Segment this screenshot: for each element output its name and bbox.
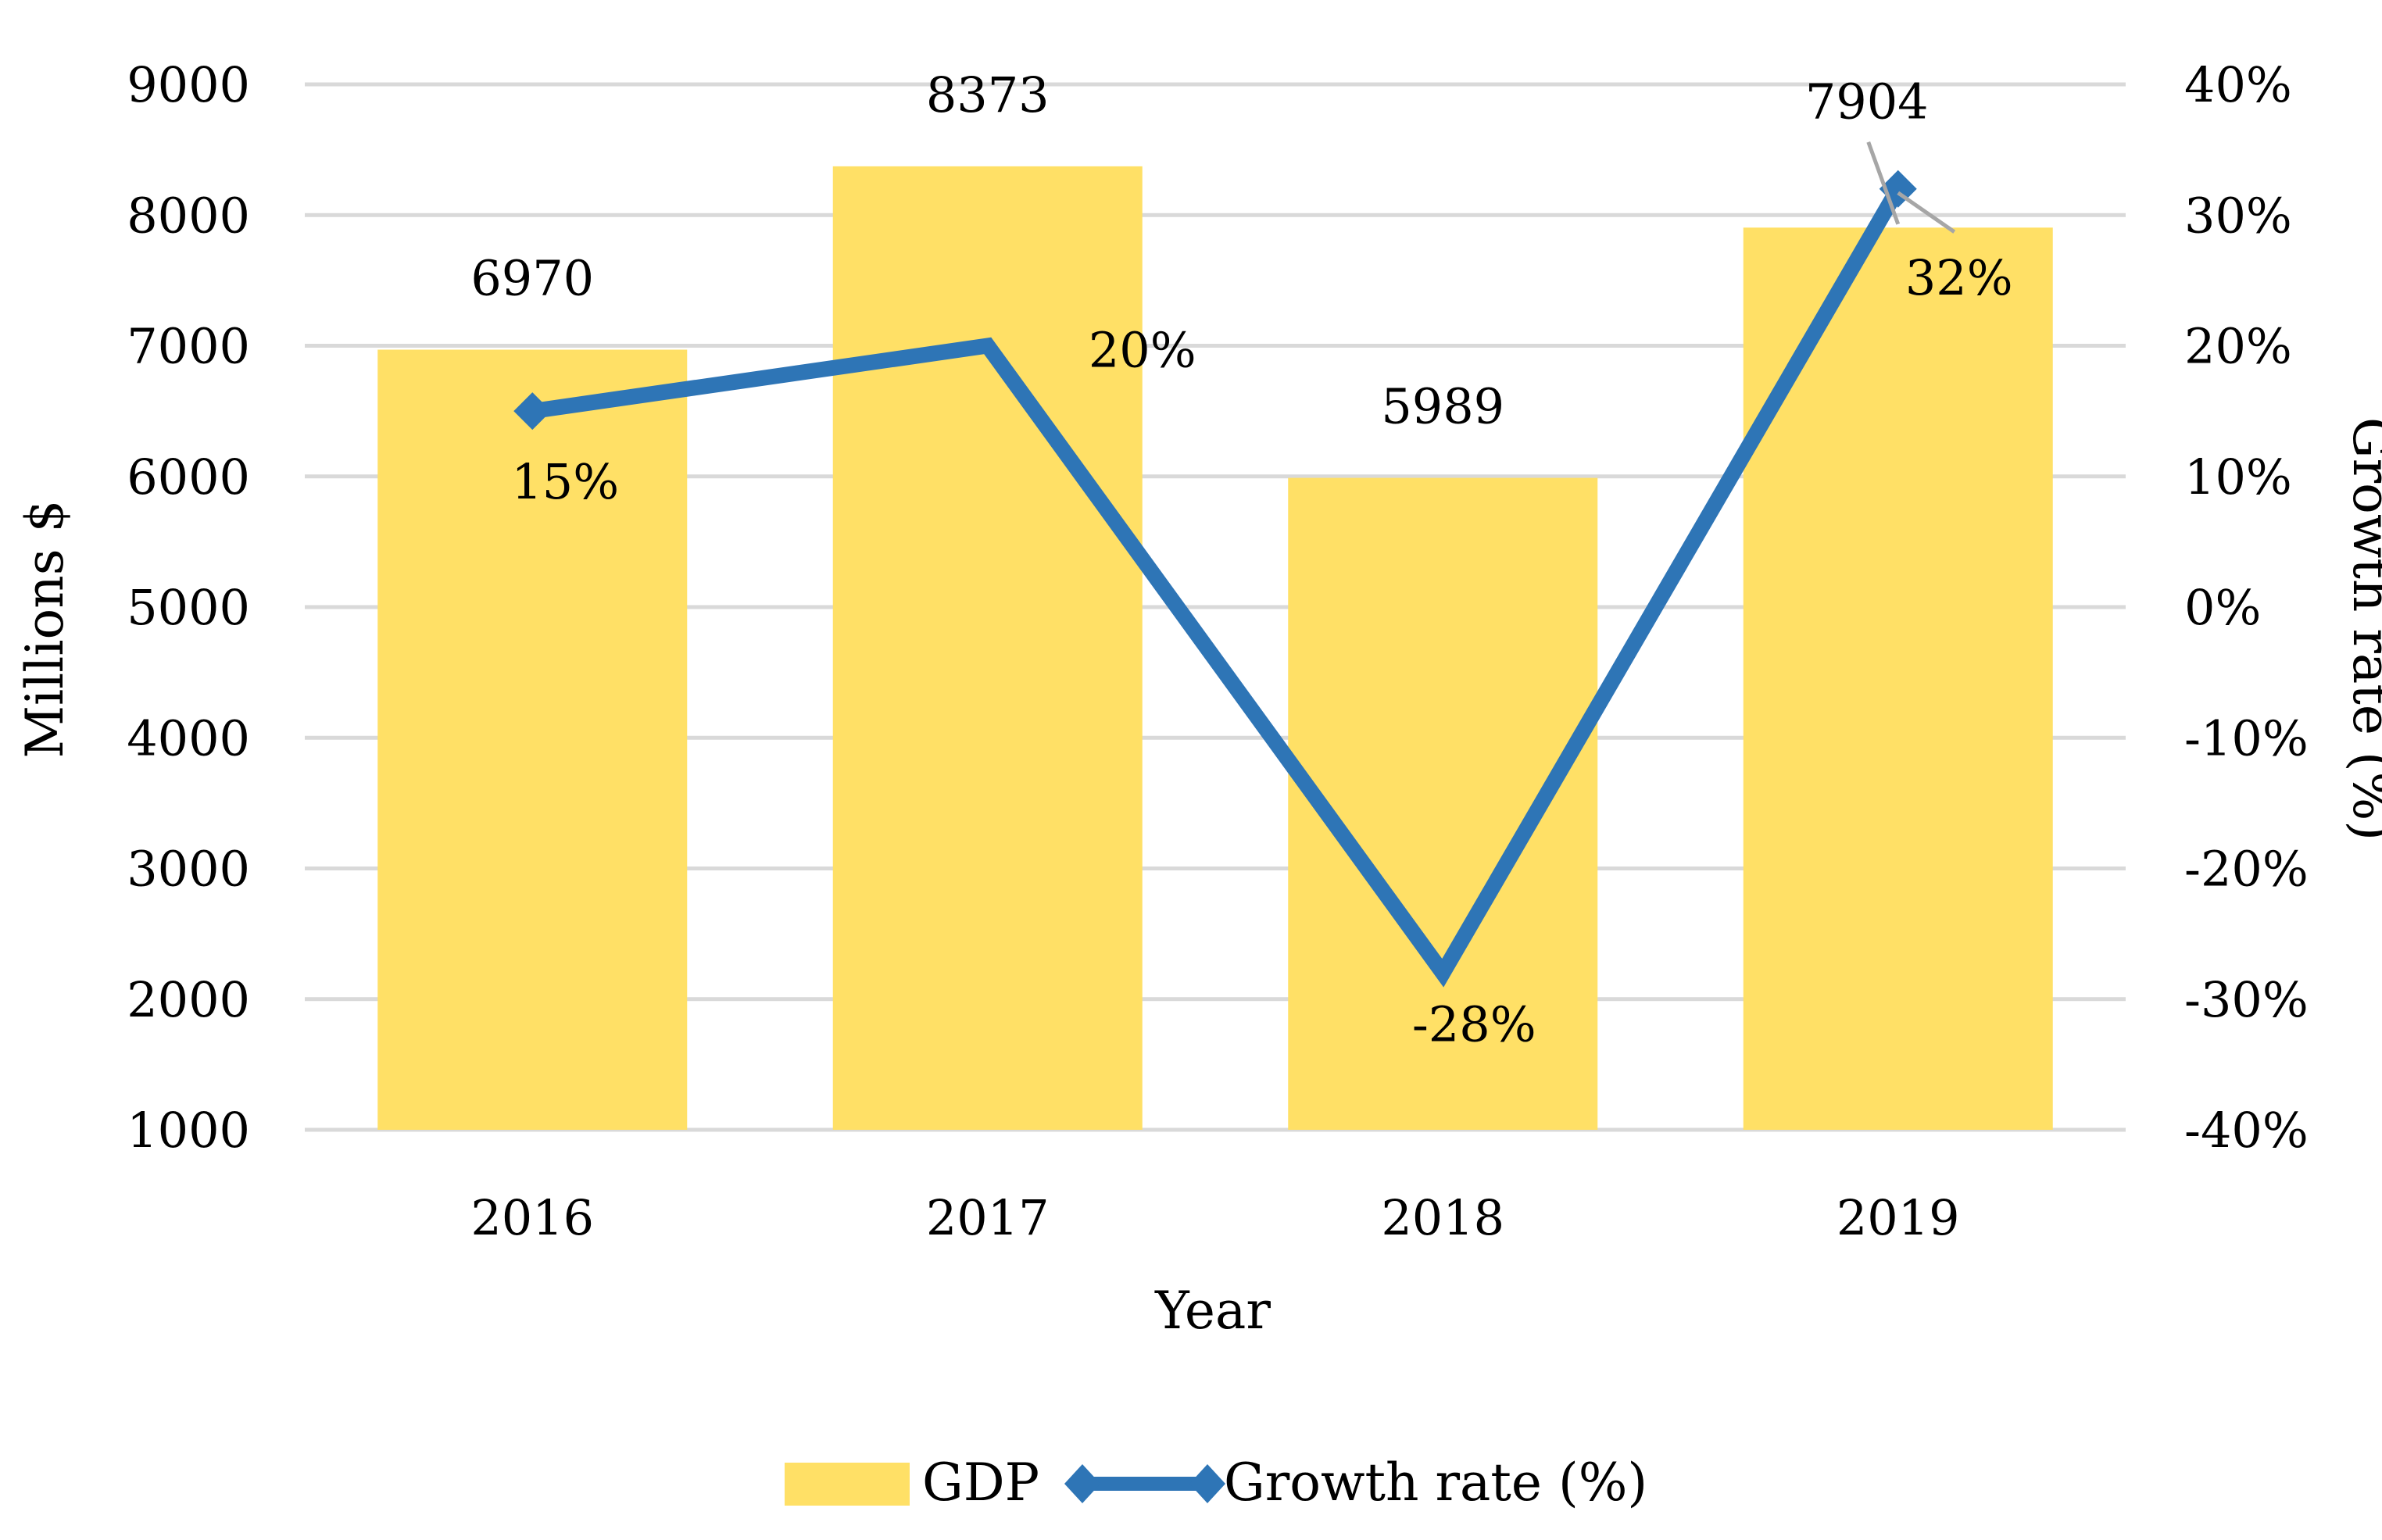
axes: 1000 2000 3000 4000 5000 6000 7000 8000 9000 -40%… bbox=[127, 56, 2309, 1246]
y-tick-label: 7000 bbox=[127, 318, 250, 375]
gdp-data-label: 7904 bbox=[1805, 73, 1929, 130]
x-tick-label: 2019 bbox=[1837, 1189, 1960, 1246]
growth-data-label: 20% bbox=[1089, 322, 1196, 379]
legend-gdp-label: GDP bbox=[922, 1452, 1039, 1513]
y-tick-label: 3000 bbox=[127, 841, 250, 898]
y-tick-label: 5000 bbox=[127, 579, 250, 636]
y2-tick-label: 10% bbox=[2184, 448, 2292, 506]
growth-data-label: -28% bbox=[1412, 995, 1536, 1052]
x-tick-label: 2016 bbox=[470, 1189, 594, 1246]
data-labels: 6970 8373 5989 7904 15% 20% -28% 32% bbox=[470, 66, 2012, 1052]
growth-marker bbox=[513, 392, 552, 431]
legend-growth-marker-left bbox=[1064, 1464, 1100, 1503]
y2-tick-label: -20% bbox=[2184, 841, 2309, 898]
gdp-bar bbox=[377, 349, 688, 1131]
y-tick-label: 9000 bbox=[127, 56, 250, 113]
leader-line bbox=[1897, 191, 1956, 234]
y2-tick-label: 0% bbox=[2184, 579, 2261, 636]
y-axis-title: Millions $ bbox=[15, 499, 75, 758]
y2-tick-label: -40% bbox=[2184, 1102, 2309, 1159]
y2-tick-label: 30% bbox=[2184, 187, 2292, 244]
x-axis-title: Year bbox=[1154, 1281, 1271, 1341]
leader-line bbox=[1866, 141, 1901, 225]
y2-tick-label: -10% bbox=[2184, 709, 2309, 766]
y2-tick-label: 40% bbox=[2184, 56, 2292, 113]
growth-data-label: 15% bbox=[511, 453, 619, 510]
gdp-data-label: 6970 bbox=[470, 250, 594, 307]
y2-tick-label: -30% bbox=[2184, 971, 2309, 1028]
legend-growth-label: Growth rate (%) bbox=[1224, 1452, 1647, 1513]
y-tick-label: 4000 bbox=[127, 709, 250, 766]
legend: GDP Growth rate (%) bbox=[785, 1452, 1647, 1513]
growth-line bbox=[513, 170, 1917, 988]
y-tick-label: 8000 bbox=[127, 187, 250, 244]
y-tick-label: 6000 bbox=[127, 448, 250, 506]
legend-gdp-swatch bbox=[785, 1463, 910, 1506]
y2-axis-title: Growth rate (%) bbox=[2341, 417, 2382, 841]
x-tick-label: 2017 bbox=[926, 1189, 1050, 1246]
growth-data-label: 32% bbox=[1905, 249, 2013, 306]
y-tick-label: 1000 bbox=[127, 1102, 250, 1159]
gdp-bar bbox=[832, 166, 1143, 1131]
y-tick-label: 2000 bbox=[127, 971, 250, 1028]
y2-tick-label: 20% bbox=[2184, 318, 2292, 375]
gdp-data-label: 8373 bbox=[926, 66, 1050, 123]
x-tick-label: 2018 bbox=[1381, 1189, 1504, 1246]
legend-growth-marker-right bbox=[1189, 1464, 1225, 1503]
gdp-data-label: 5989 bbox=[1381, 378, 1504, 435]
growth-line-path bbox=[531, 184, 1905, 988]
